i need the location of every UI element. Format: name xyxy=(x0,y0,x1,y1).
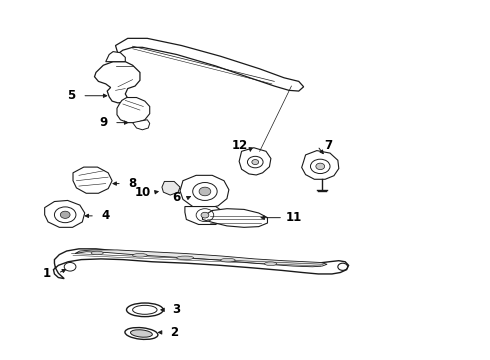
Ellipse shape xyxy=(133,253,147,257)
Polygon shape xyxy=(106,51,125,62)
Polygon shape xyxy=(239,148,271,175)
Text: 6: 6 xyxy=(172,192,181,204)
Text: 8: 8 xyxy=(128,177,137,190)
Text: 12: 12 xyxy=(232,139,248,152)
Ellipse shape xyxy=(220,258,235,262)
Polygon shape xyxy=(185,207,224,225)
Ellipse shape xyxy=(125,328,158,339)
Circle shape xyxy=(199,187,211,196)
Polygon shape xyxy=(95,62,140,103)
Polygon shape xyxy=(116,39,304,91)
Circle shape xyxy=(316,163,325,170)
Circle shape xyxy=(201,212,209,218)
Polygon shape xyxy=(133,120,150,130)
Polygon shape xyxy=(53,249,348,279)
Polygon shape xyxy=(75,250,327,267)
Text: 1: 1 xyxy=(43,267,51,280)
Polygon shape xyxy=(302,150,339,179)
Text: 11: 11 xyxy=(286,211,302,224)
Polygon shape xyxy=(117,98,150,123)
Polygon shape xyxy=(180,175,229,209)
Ellipse shape xyxy=(130,330,152,337)
Ellipse shape xyxy=(176,256,194,260)
Text: 9: 9 xyxy=(99,116,107,129)
Ellipse shape xyxy=(265,262,277,266)
Circle shape xyxy=(60,211,70,219)
Text: 10: 10 xyxy=(134,186,150,199)
Ellipse shape xyxy=(133,305,157,314)
Text: 5: 5 xyxy=(68,89,75,102)
Circle shape xyxy=(252,159,259,165)
Polygon shape xyxy=(73,167,112,193)
Text: 3: 3 xyxy=(172,303,181,316)
Text: 7: 7 xyxy=(324,139,332,152)
Polygon shape xyxy=(162,181,180,195)
Polygon shape xyxy=(202,209,268,227)
Text: 4: 4 xyxy=(101,210,110,222)
Ellipse shape xyxy=(91,251,103,255)
Text: 2: 2 xyxy=(170,326,178,339)
Ellipse shape xyxy=(126,303,163,317)
Polygon shape xyxy=(45,201,85,227)
